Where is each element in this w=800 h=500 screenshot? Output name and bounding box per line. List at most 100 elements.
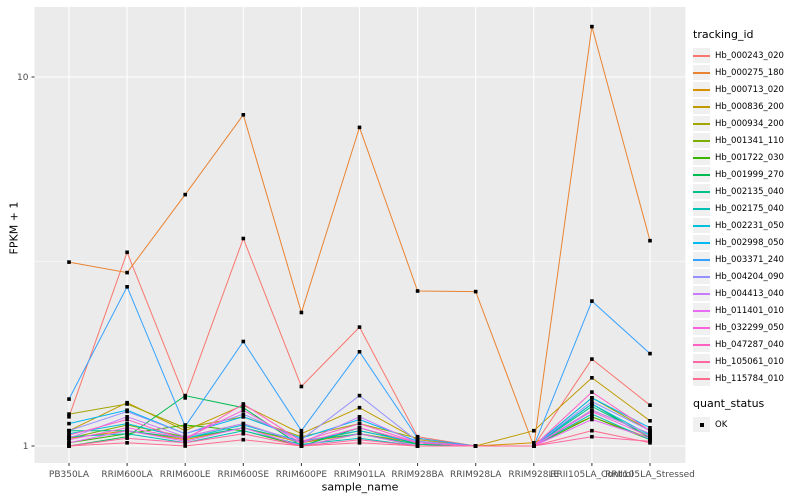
legend-line-icon [693,156,710,159]
legend-item-Hb_002231_050: Hb_002231_050 [693,217,799,234]
legend-item-quant-OK: OK [693,416,799,433]
legend-key-swatch [693,99,710,114]
data-point [357,415,362,419]
data-point [473,289,478,294]
legend-key-swatch [693,417,710,432]
data-point [183,192,187,197]
data-point [648,426,652,430]
data-point [473,444,478,448]
data-point [590,24,594,29]
data-point [590,402,594,406]
x-tick-label: RRII105LA_Control [550,470,633,480]
legend-line-icon [693,241,710,244]
x-tick-label: RRIM600LA [101,470,153,480]
legend-line-icon [693,343,710,346]
data-point [241,408,246,412]
legend-items-tracking-id: Hb_000243_020 Hb_000275_180 Hb_000713_020 H… [693,47,799,387]
data-point [241,426,246,430]
legend-line-icon [693,88,710,91]
legend-item-Hb_002998_050: Hb_002998_050 [693,234,799,251]
data-point [125,421,129,426]
data-point [590,415,594,419]
legend-item-Hb_001341_110: Hb_001341_110 [693,132,799,149]
data-point [415,436,420,440]
legend-key-swatch [693,235,710,250]
legend-key-swatch [693,218,710,233]
legend-key-swatch [693,286,710,301]
legend-item-Hb_004204_090: Hb_004204_090 [693,268,799,285]
legend-line-icon [693,326,710,329]
legend-item-Hb_001722_030: Hb_001722_030 [693,149,799,166]
data-point [67,421,71,426]
data-point [67,437,71,442]
legend-line-icon [693,258,710,261]
data-point [67,397,71,401]
legend-item-label: Hb_001999_270 [715,169,784,180]
data-point [532,444,536,448]
legend-line-icon [693,122,710,125]
legend-line-icon [693,139,710,142]
data-point [648,238,652,243]
data-point [357,393,362,398]
legend-key-swatch [693,133,710,148]
x-tick-label: RRIM928BA [391,470,444,480]
data-point [241,402,246,406]
legend-item-label: Hb_000713_020 [715,84,784,95]
legend: tracking_id Hb_000243_020 Hb_000275_180 Hb… [693,28,799,433]
data-point [357,441,362,445]
data-point [125,415,129,419]
legend-key-swatch [693,269,710,284]
legend-title-quant-status: quant_status [693,397,765,410]
data-point [299,444,304,448]
data-point [357,426,362,430]
y-tick-label: 10 [17,73,29,83]
data-point [590,390,594,394]
legend-section-quant-status: quant_status OK [693,397,799,433]
data-point [590,404,594,409]
x-tick-label: RRIM901LA [334,470,386,480]
data-point [590,396,594,400]
data-point [125,441,129,445]
legend-line-icon [693,173,710,176]
data-point [415,444,420,448]
legend-item-label: Hb_001341_110 [715,135,784,146]
legend-key-swatch [693,116,710,131]
legend-item-label: Hb_011401_010 [715,305,784,316]
legend-item-Hb_032299_050: Hb_032299_050 [693,319,799,336]
x-tick-label: RRIM600SE [218,470,270,480]
data-point [299,428,304,433]
legend-key-swatch [693,354,710,369]
data-point [125,270,129,275]
legend-key-swatch [693,184,710,199]
data-point [357,125,362,130]
data-point [299,310,304,315]
data-point [183,393,187,398]
legend-line-icon [693,275,710,278]
data-point [648,441,652,445]
legend-item-Hb_000934_200: Hb_000934_200 [693,115,799,132]
legend-item-Hb_000713_020: Hb_000713_020 [693,81,799,98]
data-point [648,434,652,439]
legend-key-swatch [693,65,710,80]
data-point [648,351,652,356]
legend-key-swatch [693,337,710,352]
data-point [648,428,652,433]
legend-item-label: Hb_115784_010 [715,373,784,384]
data-point [125,417,129,422]
data-point [183,441,187,445]
data-point [241,428,246,433]
data-point [183,444,187,448]
data-point [299,439,304,444]
data-point [590,399,594,404]
legend-item-label: Hb_047287_040 [715,339,784,350]
data-point [183,424,187,429]
legend-line-icon [693,207,710,210]
legend-line-icon [693,71,710,74]
data-point [241,113,246,117]
data-point [590,376,594,380]
data-point [648,431,652,436]
legend-item-Hb_011401_010: Hb_011401_010 [693,302,799,319]
data-point [648,403,652,407]
legend-key-swatch [693,252,710,267]
